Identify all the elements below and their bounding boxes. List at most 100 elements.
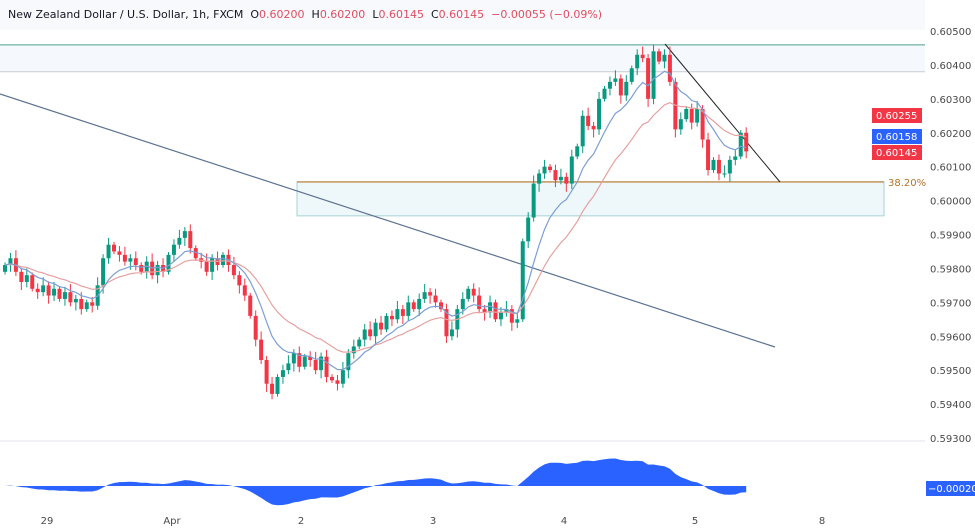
candle-body (379, 322, 384, 330)
candle-body (84, 302, 89, 310)
candle (504, 300, 509, 317)
trendline-long (0, 93, 776, 348)
candle (624, 75, 629, 101)
candle-body (564, 176, 569, 184)
candle-body (422, 292, 427, 299)
price-tick: 0.59500 (930, 366, 971, 377)
candle-body (629, 68, 634, 82)
candle-body (19, 271, 24, 282)
candle (8, 252, 13, 272)
candle (221, 252, 225, 268)
candle-body (635, 54, 640, 69)
price-tick: 0.60200 (930, 129, 971, 140)
candle (395, 300, 400, 324)
candle (340, 362, 345, 388)
time-tick: 29 (41, 516, 54, 527)
candle (520, 238, 525, 323)
candle (716, 154, 721, 181)
candle-body (520, 241, 525, 320)
candle-body (57, 288, 62, 299)
candle-body (624, 81, 629, 96)
candle (684, 106, 689, 122)
candle-body (270, 383, 275, 394)
candle (400, 305, 405, 325)
candle (84, 299, 89, 312)
oscillator-badge-text: −0.00020 (928, 484, 975, 495)
candle-body (335, 380, 340, 384)
candle-body (711, 159, 716, 171)
candle (667, 46, 672, 86)
candle-body (188, 231, 193, 249)
symbol-title: New Zealand Dollar / U.S. Dollar, 1h, FX… (8, 8, 244, 21)
candle-body (597, 98, 602, 130)
candle (231, 256, 236, 280)
candle-body (259, 339, 264, 360)
candle (657, 48, 661, 65)
trendline-short (664, 43, 781, 183)
candle (564, 172, 569, 192)
time-tick: 8 (819, 516, 825, 527)
candle-body (395, 309, 400, 320)
candle-body (389, 315, 394, 320)
candle-body (477, 295, 482, 310)
candle (411, 299, 416, 312)
candle-body (30, 275, 35, 289)
candle-body (695, 109, 700, 123)
candle (575, 143, 580, 160)
candle-body (548, 166, 552, 171)
candle-body (504, 309, 509, 313)
candle (117, 246, 122, 262)
candle-body (509, 309, 514, 323)
candle-body (449, 329, 454, 337)
candle (537, 169, 542, 192)
candle-body (727, 159, 732, 174)
candle (57, 286, 62, 302)
candle (531, 175, 536, 222)
candle-body (368, 329, 373, 337)
candle (428, 288, 433, 304)
candle (706, 132, 711, 176)
candle (248, 292, 253, 319)
candle (640, 46, 645, 63)
price-tick: 0.59300 (930, 434, 971, 445)
candle-body (242, 285, 247, 296)
candle (128, 254, 133, 270)
candle-body (640, 54, 645, 59)
candle (368, 321, 373, 341)
candle-body (411, 302, 416, 310)
candle (270, 376, 275, 400)
candle (133, 251, 138, 271)
candle-body (607, 81, 612, 89)
candle-body (231, 265, 236, 276)
candle-body (471, 288, 476, 296)
candle (678, 112, 683, 135)
candle-body (133, 258, 138, 266)
candle (449, 321, 454, 341)
candle (379, 315, 384, 335)
candle (597, 92, 602, 135)
candle-body (406, 302, 411, 316)
candle (493, 299, 498, 323)
candle (62, 286, 67, 306)
close-value: 0.60145 (438, 8, 485, 21)
candle (433, 288, 438, 308)
candle-body (586, 115, 591, 126)
fib-zone (296, 181, 885, 217)
candle (319, 352, 324, 379)
candle-body (439, 302, 443, 310)
candle (695, 100, 700, 127)
open-value: 0.60200 (259, 8, 305, 21)
candle-body (210, 258, 215, 272)
candle (357, 336, 362, 350)
candle (548, 163, 552, 173)
price-badge-text: 0.60145 (876, 148, 917, 159)
candle-body (90, 302, 95, 306)
candle-body (46, 285, 51, 296)
candle (738, 130, 743, 160)
resistance-zone (0, 44, 925, 72)
candle (373, 318, 378, 345)
price-tick: 0.59400 (930, 400, 971, 411)
candle (351, 339, 356, 359)
candle-body (384, 315, 389, 330)
